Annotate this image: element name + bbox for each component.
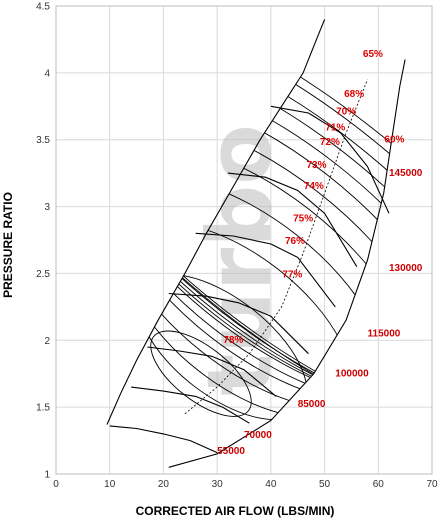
efficiency-island bbox=[107, 53, 406, 414]
x-tick-label: 0 bbox=[53, 479, 59, 490]
efficiency-label: 70% bbox=[336, 106, 356, 117]
x-tick-label: 50 bbox=[319, 479, 331, 490]
x-axis-ticks: 0 10 20 30 40 50 60 70 bbox=[53, 479, 438, 490]
efficiency-island bbox=[107, 19, 406, 430]
speed-line bbox=[109, 425, 218, 454]
efficiency-label: 68% bbox=[344, 89, 364, 100]
x-axis-title: CORRECTED AIR FLOW (LBS/MIN) bbox=[136, 504, 335, 518]
choke-line bbox=[168, 59, 406, 468]
speed-line bbox=[270, 105, 390, 214]
speed-lines bbox=[109, 105, 390, 454]
speed-label: 55000 bbox=[217, 446, 245, 457]
efficiency-island bbox=[107, 33, 406, 420]
efficiency-label: 60% bbox=[384, 134, 404, 145]
x-tick-label: 40 bbox=[265, 479, 277, 490]
speed-line bbox=[168, 292, 309, 355]
speed-label: 70000 bbox=[244, 430, 272, 441]
y-tick-label: 2 bbox=[44, 336, 50, 347]
efficiency-label: 77% bbox=[282, 269, 302, 280]
speed-label: 115000 bbox=[368, 328, 401, 339]
efficiency-island bbox=[107, 92, 406, 401]
y-tick-label: 4 bbox=[44, 68, 50, 79]
x-tick-label: 30 bbox=[212, 479, 224, 490]
speed-label: 130000 bbox=[389, 263, 423, 274]
surge-line bbox=[106, 19, 326, 425]
x-tick-label: 10 bbox=[104, 479, 116, 490]
efficiency-label: 74% bbox=[304, 181, 324, 192]
y-tick-label: 2.5 bbox=[36, 269, 50, 280]
y-tick-label: 1 bbox=[44, 470, 50, 481]
efficiency-label: 78% bbox=[223, 335, 243, 346]
speed-line bbox=[227, 172, 358, 267]
efficiency-label: 65% bbox=[363, 49, 383, 60]
x-tick-label: 60 bbox=[373, 479, 385, 490]
efficiency-label: 75% bbox=[293, 213, 313, 224]
y-tick-label: 3.5 bbox=[36, 135, 50, 146]
y-tick-label: 1.5 bbox=[36, 403, 50, 414]
operating-line bbox=[184, 79, 368, 415]
y-tick-label: 3 bbox=[44, 202, 50, 213]
speed-label: 85000 bbox=[298, 399, 326, 410]
speed-line bbox=[195, 232, 336, 308]
y-axis-ticks: 1 1.5 2 2.5 3 3.5 4 4.5 bbox=[36, 2, 50, 481]
speed-line bbox=[131, 386, 250, 424]
map-boundary bbox=[106, 19, 406, 468]
speed-label: 100000 bbox=[335, 368, 369, 379]
y-tick-label: 4.5 bbox=[36, 2, 50, 13]
efficiency-label: 73% bbox=[306, 160, 326, 171]
speed-line bbox=[147, 346, 277, 397]
x-tick-label: 70 bbox=[426, 479, 438, 490]
watermark-text: turbo bbox=[188, 124, 291, 396]
watermark: turbo bbox=[188, 124, 291, 396]
y-axis-title: PRESSURE RATIO bbox=[1, 192, 15, 298]
speed-label: 145000 bbox=[389, 168, 423, 179]
efficiency-label: 76% bbox=[285, 236, 305, 247]
efficiency-island bbox=[107, 72, 406, 408]
grid-lines bbox=[55, 5, 433, 475]
efficiency-label: 71% bbox=[325, 122, 345, 133]
efficiency-label: 72% bbox=[320, 137, 340, 148]
plot-frame bbox=[55, 5, 433, 475]
operating-line-path bbox=[184, 79, 368, 415]
x-tick-label: 20 bbox=[158, 479, 170, 490]
chart-labels: 78% 77% 76% 75% 74% 73% 72% 71% 70% 68% 65% 60% 5500… bbox=[217, 49, 423, 457]
